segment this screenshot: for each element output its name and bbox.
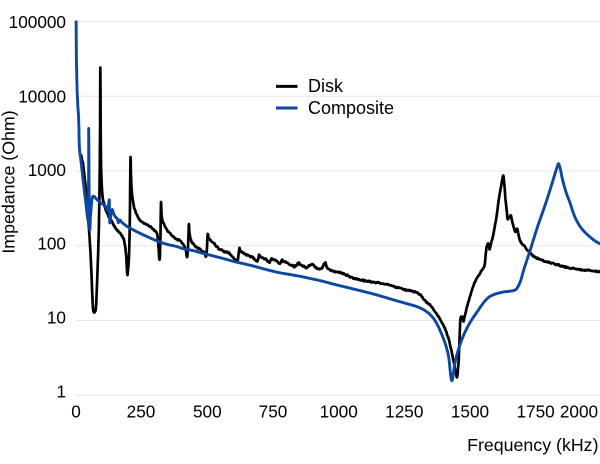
svg-text:1500: 1500 — [451, 402, 489, 422]
svg-text:10000: 10000 — [18, 86, 66, 106]
svg-text:250: 250 — [127, 402, 156, 422]
svg-text:1: 1 — [56, 381, 66, 401]
svg-text:2000: 2000 — [560, 402, 598, 422]
svg-text:Disk: Disk — [308, 76, 344, 96]
svg-text:Impedance (Ohm): Impedance (Ohm) — [0, 110, 19, 253]
svg-text:1000: 1000 — [320, 402, 358, 422]
svg-text:1750: 1750 — [516, 402, 554, 422]
svg-text:500: 500 — [193, 402, 222, 422]
svg-text:1250: 1250 — [385, 402, 423, 422]
svg-text:100000: 100000 — [9, 12, 66, 32]
svg-text:750: 750 — [259, 402, 288, 422]
svg-text:0: 0 — [71, 402, 81, 422]
svg-text:10: 10 — [47, 308, 66, 328]
svg-text:100: 100 — [37, 234, 66, 254]
svg-text:1000: 1000 — [28, 160, 66, 180]
svg-text:Frequency (kHz): Frequency (kHz) — [467, 435, 598, 455]
svg-text:Composite: Composite — [308, 98, 394, 118]
